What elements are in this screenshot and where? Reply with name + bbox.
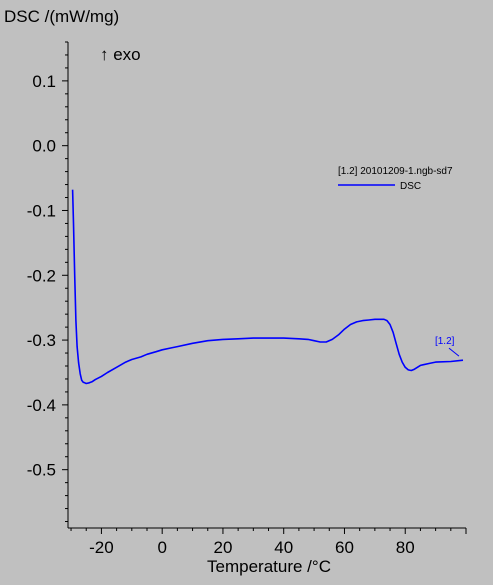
- y-tick-label: 0.1: [32, 72, 56, 91]
- y-tick-label: 0.0: [32, 137, 56, 156]
- series-line-dsc: [71, 189, 464, 385]
- x-axis-label: Temperature /°C: [207, 557, 331, 576]
- series-end-leader: [448, 347, 460, 357]
- legend-entry-label: DSC: [400, 181, 421, 192]
- x-tick-label: 20: [213, 538, 232, 557]
- y-axis-label: DSC /(mW/mg): [4, 7, 119, 26]
- y-tick-label: -0.2: [27, 266, 56, 285]
- y-tick-label: -0.4: [27, 396, 56, 415]
- plot-area: [1.2]: [71, 189, 464, 385]
- x-tick-label: 80: [396, 538, 415, 557]
- legend: [1.2] 20101209-1.ngb-sd7 DSC: [338, 166, 453, 192]
- y-tick-label: -0.1: [27, 201, 56, 220]
- x-tick-label: 60: [335, 538, 354, 557]
- axes: 0.1 0.0 -0.1 -0.2 -0.3 -0.4 -0.5 -20 0 20 40 60 80: [27, 41, 467, 557]
- y-tick-label: -0.3: [27, 331, 56, 350]
- legend-header: [1.2] 20101209-1.ngb-sd7: [338, 166, 453, 177]
- exo-direction-label: ↑ exo: [100, 45, 141, 64]
- x-tick-label: 0: [157, 538, 166, 557]
- x-tick-label: -20: [89, 538, 114, 557]
- y-tick-label: -0.5: [27, 461, 56, 480]
- series-end-label: [1.2]: [435, 336, 455, 347]
- x-tick-label: 40: [274, 538, 293, 557]
